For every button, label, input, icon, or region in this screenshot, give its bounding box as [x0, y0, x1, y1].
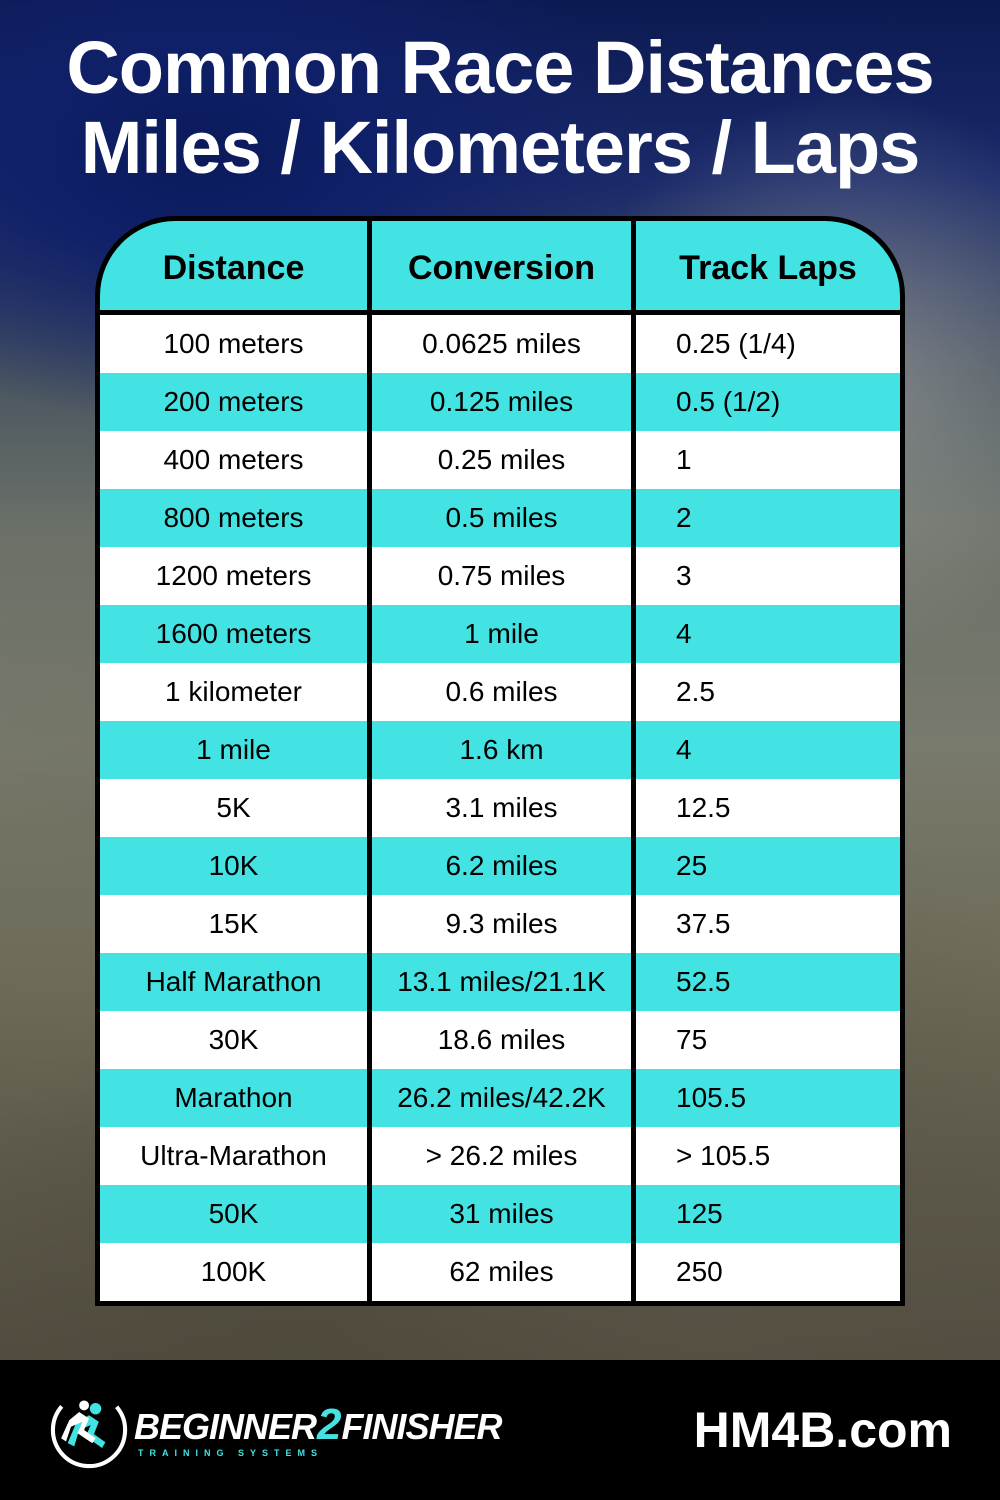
table-cell: > 105.5: [636, 1127, 900, 1185]
table-cell: 1 mile: [372, 605, 636, 663]
table-header-distance: Distance: [100, 221, 372, 310]
table-row: 1600 meters1 mile4: [100, 605, 900, 663]
table-row: Marathon26.2 miles/42.2K105.5: [100, 1069, 900, 1127]
table-cell: 250: [636, 1243, 900, 1301]
infographic-container: Common Race Distances Miles / Kilometers…: [0, 0, 1000, 1500]
table-cell: 0.75 miles: [372, 547, 636, 605]
table-cell: 0.25 (1/4): [636, 315, 900, 373]
table-row: 100K62 miles250: [100, 1243, 900, 1301]
table-cell: 3.1 miles: [372, 779, 636, 837]
table-cell: 10K: [100, 837, 372, 895]
table-cell: 200 meters: [100, 373, 372, 431]
table-cell: 9.3 miles: [372, 895, 636, 953]
runner-icon: [48, 1389, 130, 1471]
table-cell: 4: [636, 605, 900, 663]
table-cell: Half Marathon: [100, 953, 372, 1011]
site-url: HM4B.com: [694, 1401, 952, 1459]
table-cell: 0.5 (1/2): [636, 373, 900, 431]
table-cell: 2.5: [636, 663, 900, 721]
table-cell: 31 miles: [372, 1185, 636, 1243]
table-cell: 5K: [100, 779, 372, 837]
table-cell: 2: [636, 489, 900, 547]
table-cell: 6.2 miles: [372, 837, 636, 895]
table-header-laps: Track Laps: [636, 221, 900, 310]
table-cell: 400 meters: [100, 431, 372, 489]
table-cell: 52.5: [636, 953, 900, 1011]
table-cell: Ultra-Marathon: [100, 1127, 372, 1185]
table-row: 50K31 miles125: [100, 1185, 900, 1243]
table-cell: 0.0625 miles: [372, 315, 636, 373]
table-cell: 50K: [100, 1185, 372, 1243]
table-row: Half Marathon13.1 miles/21.1K52.5: [100, 953, 900, 1011]
table-cell: 26.2 miles/42.2K: [372, 1069, 636, 1127]
table-cell: 1 mile: [100, 721, 372, 779]
table-cell: 0.5 miles: [372, 489, 636, 547]
table-row: 100 meters0.0625 miles0.25 (1/4): [100, 315, 900, 373]
table-cell: Marathon: [100, 1069, 372, 1127]
table-cell: 105.5: [636, 1069, 900, 1127]
table-row: 1200 meters0.75 miles3: [100, 547, 900, 605]
table-cell: 1 kilometer: [100, 663, 372, 721]
title-line-2: Miles / Kilometers / Laps: [20, 108, 980, 188]
table-cell: > 26.2 miles: [372, 1127, 636, 1185]
table-cell: 25: [636, 837, 900, 895]
table-cell: 3: [636, 547, 900, 605]
brand-name: BEGINNER 2 FINISHER: [134, 1403, 502, 1447]
table-cell: 1: [636, 431, 900, 489]
brand-text: BEGINNER 2 FINISHER TRAINING SYSTEMS: [134, 1403, 502, 1458]
footer: BEGINNER 2 FINISHER TRAINING SYSTEMS HM4…: [0, 1360, 1000, 1500]
brand-tagline: TRAINING SYSTEMS: [134, 1449, 502, 1458]
table-row: Ultra-Marathon> 26.2 miles> 105.5: [100, 1127, 900, 1185]
table-cell: 800 meters: [100, 489, 372, 547]
table-cell: 0.125 miles: [372, 373, 636, 431]
table-row: 30K18.6 miles75: [100, 1011, 900, 1069]
table-row: 1 kilometer0.6 miles2.5: [100, 663, 900, 721]
table-cell: 75: [636, 1011, 900, 1069]
brand-logo: BEGINNER 2 FINISHER TRAINING SYSTEMS: [48, 1389, 502, 1471]
table-cell: 100 meters: [100, 315, 372, 373]
table-cell: 62 miles: [372, 1243, 636, 1301]
table-cell: 13.1 miles/21.1K: [372, 953, 636, 1011]
table-row: 15K9.3 miles37.5: [100, 895, 900, 953]
table-cell: 37.5: [636, 895, 900, 953]
title-line-1: Common Race Distances: [20, 28, 980, 108]
distance-table: Distance Conversion Track Laps 100 meter…: [95, 216, 905, 1306]
table-row: 5K3.1 miles12.5: [100, 779, 900, 837]
table-header-row: Distance Conversion Track Laps: [95, 216, 905, 310]
table-cell: 15K: [100, 895, 372, 953]
table-cell: 1.6 km: [372, 721, 636, 779]
table-cell: 4: [636, 721, 900, 779]
table-cell: 125: [636, 1185, 900, 1243]
table-cell: 0.25 miles: [372, 431, 636, 489]
table-row: 400 meters0.25 miles1: [100, 431, 900, 489]
table-row: 1 mile1.6 km4: [100, 721, 900, 779]
table-header-conversion: Conversion: [372, 221, 636, 310]
table-cell: 1200 meters: [100, 547, 372, 605]
table-cell: 12.5: [636, 779, 900, 837]
table-cell: 0.6 miles: [372, 663, 636, 721]
table-row: 10K6.2 miles25: [100, 837, 900, 895]
table-cell: 1600 meters: [100, 605, 372, 663]
table-cell: 18.6 miles: [372, 1011, 636, 1069]
table-body: 100 meters0.0625 miles0.25 (1/4)200 mete…: [95, 310, 905, 1306]
table-cell: 100K: [100, 1243, 372, 1301]
table-row: 200 meters0.125 miles0.5 (1/2): [100, 373, 900, 431]
table-cell: 30K: [100, 1011, 372, 1069]
page-title: Common Race Distances Miles / Kilometers…: [0, 0, 1000, 206]
table-row: 800 meters0.5 miles2: [100, 489, 900, 547]
